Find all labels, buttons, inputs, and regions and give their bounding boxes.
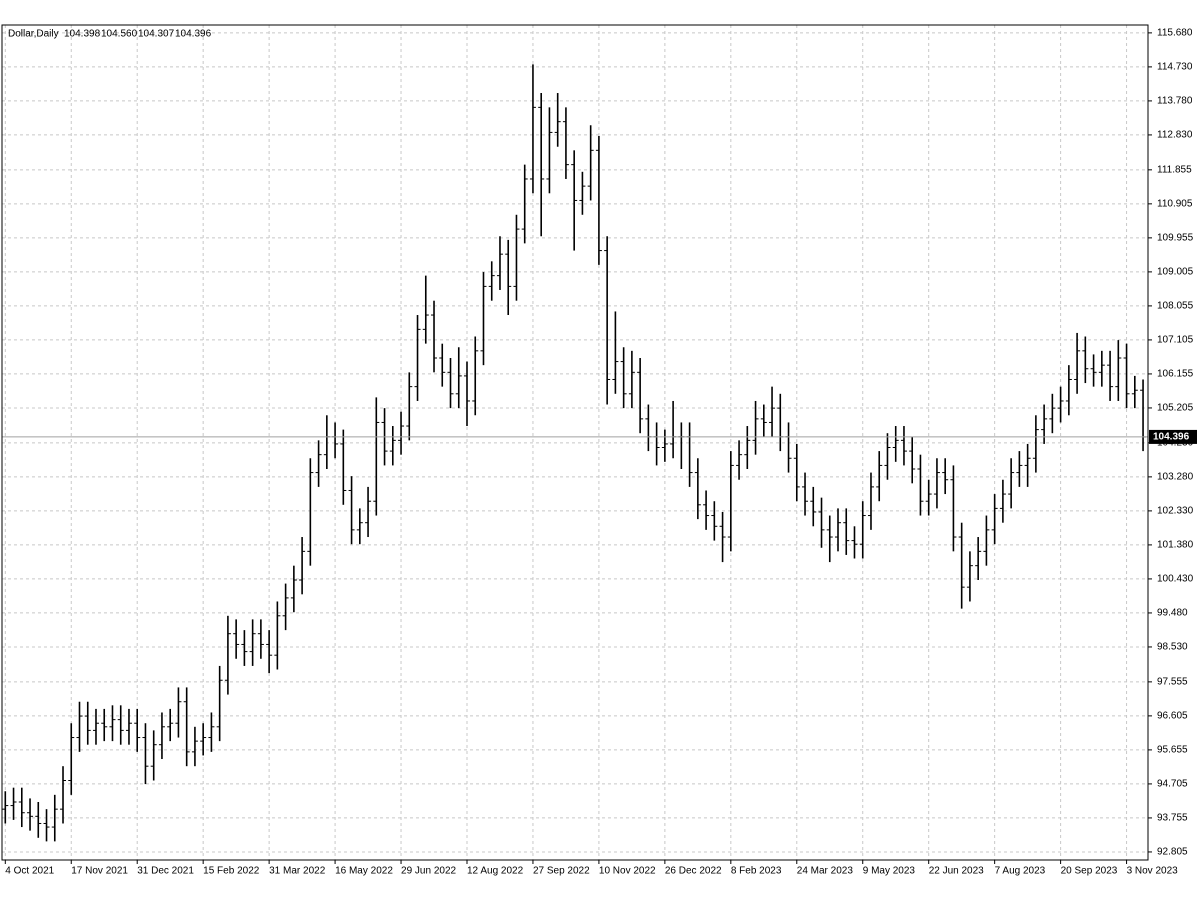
y-tick-label: 99.480 [1157,608,1188,619]
x-tick-label: 7 Aug 2023 [995,866,1046,877]
bars [2,64,1147,842]
x-tick-label: 31 Mar 2022 [269,866,326,877]
y-tick-label: 100.430 [1157,574,1194,585]
x-tick-label: 10 Nov 2022 [599,866,656,877]
y-tick-label: 114.730 [1157,62,1193,73]
quote-low: 104.307 [138,29,175,40]
plot-frame [1,24,1149,861]
y-tick-label: 108.055 [1157,301,1194,312]
y-tick-label: 93.755 [1157,813,1188,824]
y-tick-label: 115.680 [1157,28,1193,39]
y-tick-label: 113.780 [1157,96,1193,107]
x-tick-label: 27 Sep 2022 [533,866,590,877]
current-price-label: 104.396 [1153,432,1190,443]
chart-title: Dollar,Daily [8,29,59,40]
x-tick-label: 15 Feb 2022 [203,866,260,877]
x-tick-label: 22 Jun 2023 [929,866,984,877]
axes: 92.805 93.755 94.705 95.655 96.605 97.555 98.5… [2,28,1197,877]
quote-open: 104.398 [64,29,101,40]
y-tick-label: 110.905 [1157,198,1193,209]
y-tick-label: 103.280 [1157,472,1194,483]
y-tick-label: 95.655 [1157,745,1188,756]
y-tick-label: 112.830 [1157,130,1193,141]
x-tick-label: 3 Nov 2023 [1127,866,1179,877]
x-tick-label: 17 Nov 2021 [71,866,128,877]
y-tick-label: 107.105 [1157,335,1194,346]
current-price-box [1149,429,1197,444]
y-tick-label: 106.155 [1157,369,1194,380]
x-tick-label: 8 Feb 2023 [731,866,782,877]
y-tick-label: 92.805 [1157,847,1188,858]
quote-close: 104.396 [175,29,212,40]
x-tick-label: 9 May 2023 [863,866,916,877]
x-tick-label: 29 Jun 2022 [401,866,456,877]
x-tick-label: 16 May 2022 [335,866,393,877]
y-tick-label: 96.605 [1157,711,1188,722]
y-tick-label: 94.705 [1157,779,1188,790]
y-tick-label: 98.530 [1157,642,1188,653]
x-tick-label: 24 Mar 2023 [797,866,854,877]
x-tick-label: 12 Aug 2022 [467,866,524,877]
x-tick-label: 31 Dec 2021 [137,866,194,877]
x-tick-label: 26 Dec 2022 [665,866,722,877]
quote-high: 104.560 [101,29,138,40]
y-tick-label: 102.330 [1157,506,1194,517]
y-tick-label: 105.205 [1157,403,1194,414]
x-tick-label: 4 Oct 2021 [5,866,54,877]
y-tick-label: 109.955 [1157,233,1194,244]
x-tick-label: 20 Sep 2023 [1061,866,1118,877]
y-tick-label: 109.005 [1157,267,1194,278]
grid [2,25,1148,860]
y-tick-label: 101.380 [1157,540,1194,551]
y-tick-label: 97.555 [1157,677,1188,688]
y-tick-label: 111.855 [1157,164,1192,175]
